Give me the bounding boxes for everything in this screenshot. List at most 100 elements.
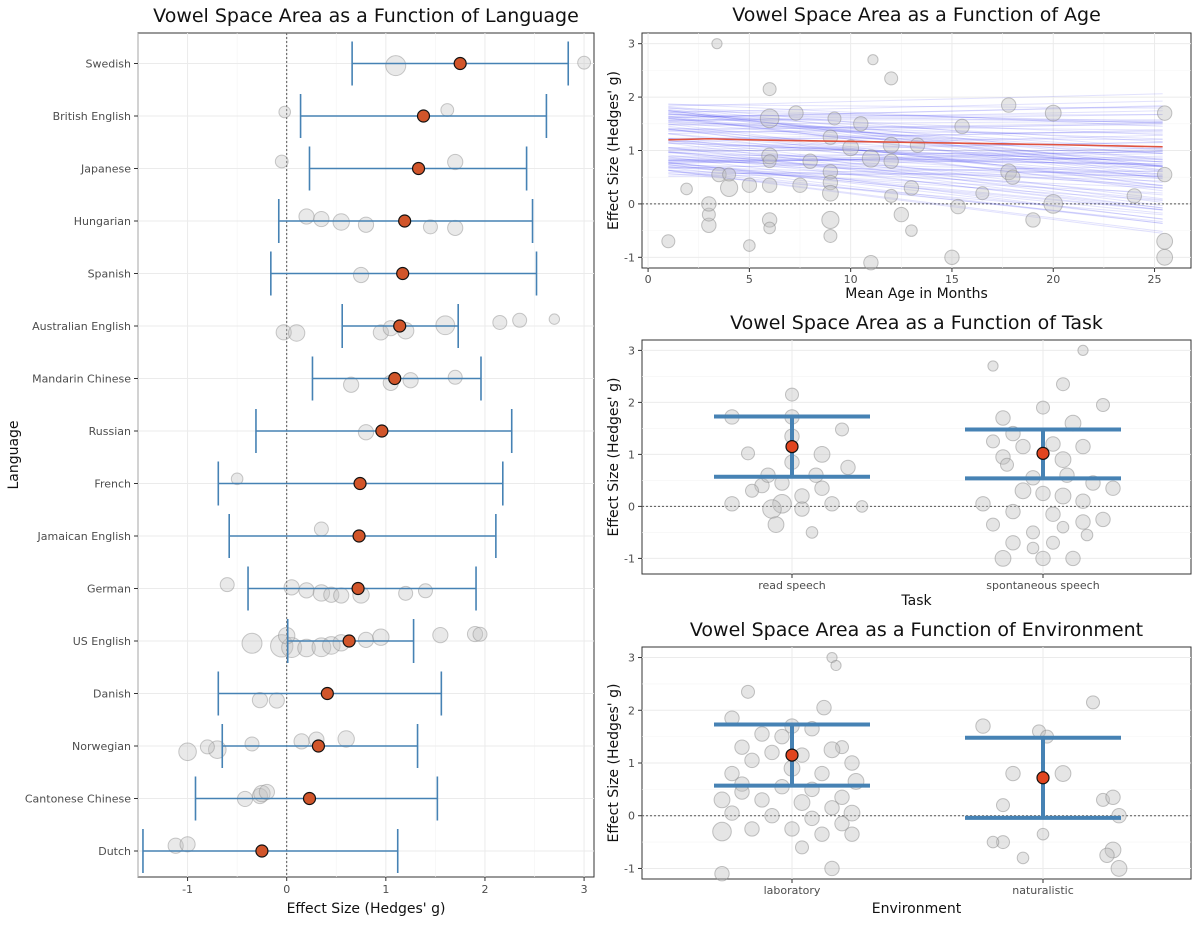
raw-effect-point <box>803 154 817 168</box>
raw-effect-point <box>1027 542 1039 554</box>
raw-effect-point <box>785 822 799 836</box>
y-axis-title: Effect Size (Hedges' g) <box>606 71 622 230</box>
language-tick-label: German <box>87 583 131 596</box>
raw-effect-point <box>284 580 299 595</box>
language-tick-label: Japanese <box>80 163 131 176</box>
estimate-point <box>389 373 401 385</box>
raw-effect-point <box>885 72 898 85</box>
x-axis-title: Environment <box>872 901 962 917</box>
raw-effect-point <box>815 766 829 780</box>
raw-effect-point <box>988 361 998 371</box>
raw-effect-point <box>1081 529 1093 541</box>
raw-effect-point <box>1015 483 1031 499</box>
raw-effect-point <box>755 727 769 741</box>
raw-effect-point <box>1096 512 1110 526</box>
raw-effect-point <box>269 693 284 708</box>
y-axis-title: Effect Size (Hedges' g) <box>606 378 622 537</box>
y-tick-label: 3 <box>628 344 635 357</box>
raw-effect-point <box>764 222 776 234</box>
y-tick-label: 0 <box>628 500 635 513</box>
category-tick-label: laboratory <box>764 884 821 897</box>
language-tick-label: Danish <box>93 688 131 701</box>
raw-effect-point <box>715 867 729 881</box>
raw-effect-point <box>1157 233 1173 249</box>
raw-effect-point <box>493 315 507 329</box>
raw-effect-point <box>662 235 675 248</box>
estimate-point <box>417 110 429 122</box>
raw-effect-point <box>1111 861 1127 877</box>
y-tick-label: 0 <box>628 810 635 823</box>
raw-effect-point <box>745 822 759 836</box>
raw-effect-point <box>1127 189 1141 203</box>
raw-effect-point <box>725 497 739 511</box>
estimate-point <box>786 749 798 761</box>
category-tick-label: spontaneous speech <box>986 579 1099 592</box>
category-tick-label: read speech <box>758 579 826 592</box>
raw-effect-point <box>1001 458 1014 471</box>
raw-effect-point <box>987 435 1000 448</box>
estimate-point <box>312 740 324 752</box>
raw-effect-point <box>358 632 373 647</box>
raw-effect-point <box>763 83 776 96</box>
raw-effect-point <box>200 740 214 754</box>
raw-effect-point <box>862 150 879 167</box>
chart-title: Vowel Space Area as a Function of Langua… <box>153 5 579 27</box>
language-tick-label: US English <box>73 635 131 648</box>
raw-effect-point <box>1076 515 1090 529</box>
x-tick-label: 5 <box>746 273 753 286</box>
raw-effect-point <box>904 181 918 195</box>
x-tick-label: -1 <box>182 883 193 896</box>
y-tick-label: 1 <box>628 757 635 770</box>
raw-effect-point <box>1016 439 1030 453</box>
raw-effect-point <box>1046 507 1060 521</box>
category-tick-label: naturalistic <box>1012 884 1074 897</box>
x-axis-title: Effect Size (Hedges' g) <box>287 901 446 917</box>
raw-effect-point <box>828 112 841 125</box>
raw-effect-point <box>386 56 406 76</box>
y-tick-label: 3 <box>628 652 635 665</box>
estimate-point <box>376 425 388 437</box>
x-tick-label: 0 <box>645 273 652 286</box>
raw-effect-point <box>1017 852 1029 864</box>
raw-effect-point <box>314 211 329 226</box>
raw-effect-point <box>794 795 810 811</box>
raw-effect-point <box>796 841 809 854</box>
raw-effect-point <box>1076 494 1090 508</box>
chart-title: Vowel Space Area as a Function of Enviro… <box>690 619 1143 641</box>
y-axis-title: Effect Size (Hedges' g) <box>606 684 622 843</box>
raw-effect-point <box>275 155 288 168</box>
raw-effect-point <box>976 187 989 200</box>
language-tick-label: Swedish <box>86 58 132 71</box>
raw-effect-point <box>1097 399 1110 412</box>
raw-effect-point <box>742 178 756 192</box>
raw-effect-point <box>823 185 839 201</box>
raw-effect-point <box>786 388 799 401</box>
estimate-point <box>303 793 315 805</box>
raw-effect-point <box>822 211 839 228</box>
raw-effect-point <box>845 827 859 841</box>
x-tick-label: 0 <box>283 883 290 896</box>
raw-effect-point <box>473 627 487 641</box>
chart-title: Vowel Space Area as a Function of Age <box>732 4 1101 26</box>
raw-effect-point <box>824 742 840 758</box>
language-tick-label: French <box>94 478 131 491</box>
raw-effect-point <box>1055 488 1071 504</box>
estimate-point <box>1037 447 1049 459</box>
x-tick-label: 3 <box>581 883 588 896</box>
y-axis-title: Language <box>6 420 22 489</box>
raw-effect-point <box>735 740 749 754</box>
y-tick-label: -1 <box>624 862 635 875</box>
x-axis-title: Mean Age in Months <box>845 286 988 302</box>
raw-effect-point <box>314 522 328 536</box>
raw-effect-point <box>1055 766 1071 782</box>
raw-effect-point <box>353 267 368 282</box>
y-tick-label: 2 <box>628 91 635 104</box>
raw-effect-point <box>762 178 776 192</box>
chart-title: Vowel Space Area as a Function of Task <box>730 312 1103 334</box>
raw-effect-point <box>702 197 716 211</box>
raw-effect-point <box>744 240 756 252</box>
estimate-point <box>454 58 466 70</box>
raw-effect-point <box>1100 848 1114 862</box>
raw-effect-point <box>854 117 868 131</box>
